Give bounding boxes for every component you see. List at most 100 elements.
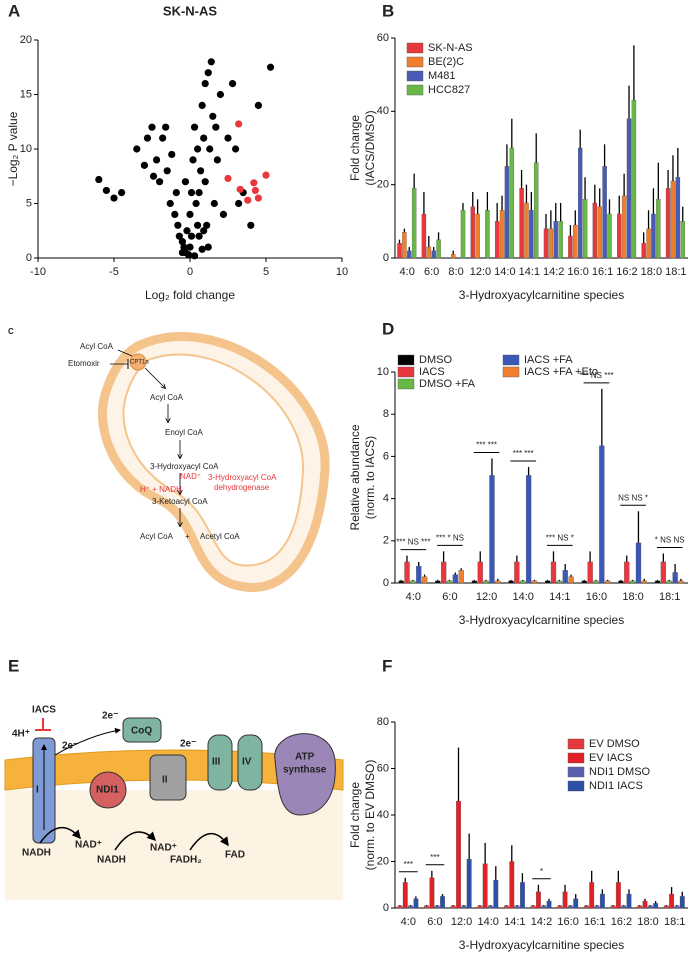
y-tick-label: 20 (20, 34, 32, 46)
y-tick-label: 15 (20, 88, 32, 100)
bar (536, 891, 541, 909)
legend-label: IACS +FA (524, 354, 573, 366)
point (244, 196, 252, 204)
bar (534, 162, 539, 259)
legend-swatch (567, 766, 585, 778)
y-tick-label: 5 (26, 197, 32, 209)
x-tick-label: 10 (336, 266, 348, 278)
bar (653, 903, 659, 909)
point (219, 210, 228, 218)
x-tick-label: 4:0 (401, 916, 416, 928)
bar (421, 576, 428, 584)
significance: NS NS * (618, 493, 648, 502)
label: ATP (295, 752, 315, 763)
point (254, 194, 262, 202)
x-tick-label: 16:0 (586, 591, 607, 603)
y-tick-label: 6 (383, 450, 389, 462)
panel-letter: A (8, 1, 20, 20)
x-tick-label: 16:0 (567, 266, 588, 278)
point (250, 179, 258, 187)
bar (495, 580, 501, 584)
y-tick-label: 0 (383, 252, 389, 264)
bar (446, 580, 453, 584)
point (156, 178, 164, 186)
label: NAD⁺ (75, 840, 102, 851)
label: CoQ (131, 726, 152, 737)
y-tick-label: 0 (383, 902, 389, 914)
point (198, 101, 206, 109)
y-tick-label: 10 (20, 143, 32, 155)
point (206, 145, 214, 153)
significance: *** NS * (546, 533, 574, 542)
y-tick-label: 10 (377, 366, 389, 378)
bar (520, 882, 525, 909)
x-axis-label: 3-Hydroxyacylcarnitine species (459, 938, 624, 952)
bar (456, 800, 461, 909)
legend-label: NDI1 IACS (589, 780, 643, 792)
x-tick-label: 14:1 (549, 591, 570, 603)
diagram-c: C Acyl CoA Etomoxir CPT1a Acyl CoA Enoyl… (8, 327, 330, 592)
point (216, 90, 224, 99)
bar (599, 445, 605, 584)
bar (402, 882, 408, 909)
x-tick-label: 6:0 (424, 266, 439, 278)
bar (404, 561, 410, 584)
bar (411, 188, 417, 259)
bar (621, 195, 627, 259)
point (198, 245, 206, 253)
diagram-e: E IACS 4H⁺ I 2e⁻ 2e⁻ CoQ NDI1 II 2e⁻ III… (4, 656, 344, 900)
ndi1 (89, 771, 127, 809)
bar (548, 228, 554, 259)
point (187, 232, 196, 240)
bar (621, 905, 627, 909)
bar (435, 580, 441, 584)
x-tick-label: 6:0 (442, 591, 457, 603)
label: I (36, 785, 39, 796)
bar (553, 221, 559, 259)
point (143, 134, 152, 142)
bar (558, 221, 563, 259)
label: Enoyl CoA (165, 428, 203, 437)
point (175, 232, 183, 240)
y-tick-label: 40 (377, 809, 389, 821)
bar (470, 206, 475, 259)
point (262, 171, 270, 179)
bar (642, 900, 648, 909)
bar (626, 893, 632, 909)
bar (489, 475, 495, 584)
point (187, 189, 196, 197)
bar (475, 213, 480, 259)
x-tick-label: 16:0 (557, 916, 578, 928)
bar (531, 580, 538, 584)
point (178, 238, 186, 246)
point (213, 156, 221, 164)
x-tick-label: 0 (187, 266, 193, 278)
legend-label: IACS (419, 366, 445, 378)
label: Acyl CoA (150, 393, 184, 402)
point (186, 210, 194, 218)
bar (541, 905, 547, 909)
panel-letter: E (8, 656, 19, 675)
label: NDI1 (96, 785, 119, 796)
point (195, 232, 203, 240)
complex-iii (207, 734, 233, 791)
y-tick-label: 60 (377, 32, 389, 44)
bar (573, 224, 578, 259)
bar (635, 542, 642, 584)
cpt1a (129, 353, 147, 371)
point (181, 178, 190, 186)
label: IACS (32, 705, 56, 716)
label: Acyl CoA (140, 532, 174, 541)
y-axis-label: Fold change (348, 782, 362, 848)
y-tick-label: 0 (26, 252, 32, 264)
y-tick-label: 20 (377, 855, 389, 867)
x-tick-label: 18:0 (622, 591, 643, 603)
bar (594, 905, 600, 909)
point (159, 134, 167, 142)
bar (398, 580, 404, 584)
label: 2e⁻ (180, 739, 196, 750)
y-tick-label: 4 (383, 493, 389, 505)
bar (431, 250, 436, 259)
bar (426, 246, 432, 259)
label: 3-Ketoacyl CoA (152, 497, 208, 506)
